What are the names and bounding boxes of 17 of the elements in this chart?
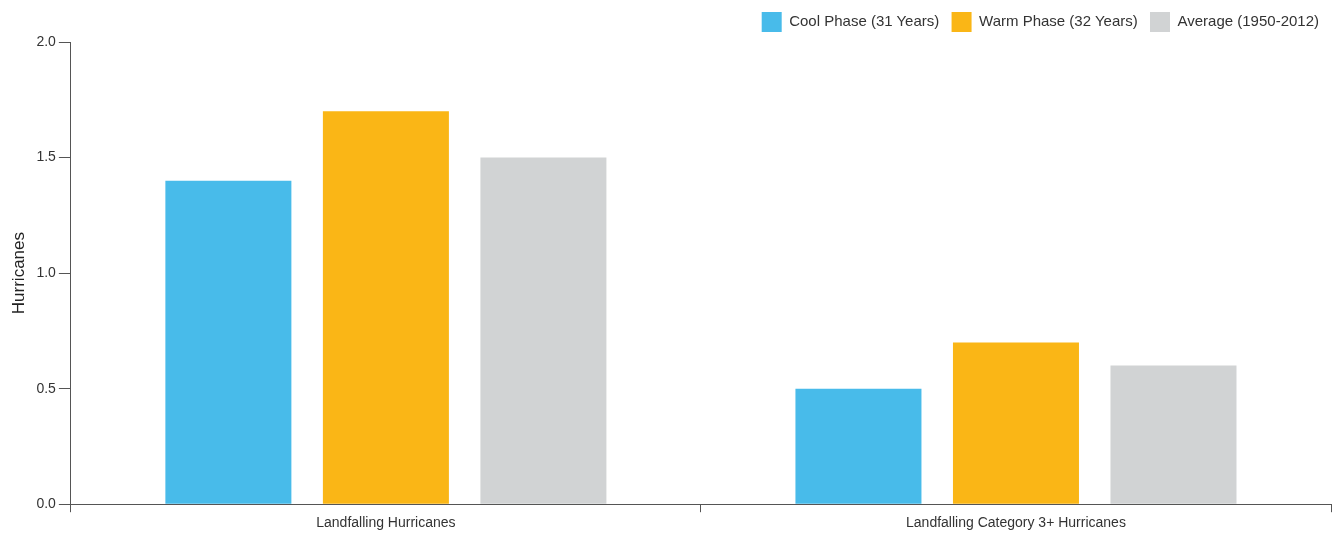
bar: [165, 180, 292, 504]
bar: [952, 342, 1079, 504]
bar: [322, 111, 449, 504]
legend-label: Cool Phase (31 Years): [789, 12, 940, 30]
legend-label: Warm Phase (32 Years): [979, 12, 1138, 30]
y-tick-label: 2.0: [36, 32, 57, 49]
bar: [1110, 365, 1237, 504]
x-tick-label: Landfalling Category 3+ Hurricanes: [906, 514, 1126, 531]
y-axis-title: Hurricanes: [8, 232, 28, 315]
legend-label: Average (1950-2012): [1177, 12, 1320, 30]
bar: [480, 157, 607, 504]
x-tick-label: Landfalling Hurricanes: [316, 514, 456, 531]
bar: [795, 388, 922, 504]
y-tick-label: 1.5: [36, 148, 57, 165]
y-tick-label: 0.5: [36, 379, 57, 396]
y-tick-label: 0.0: [36, 495, 57, 512]
y-tick-label: 1.0: [36, 263, 57, 280]
